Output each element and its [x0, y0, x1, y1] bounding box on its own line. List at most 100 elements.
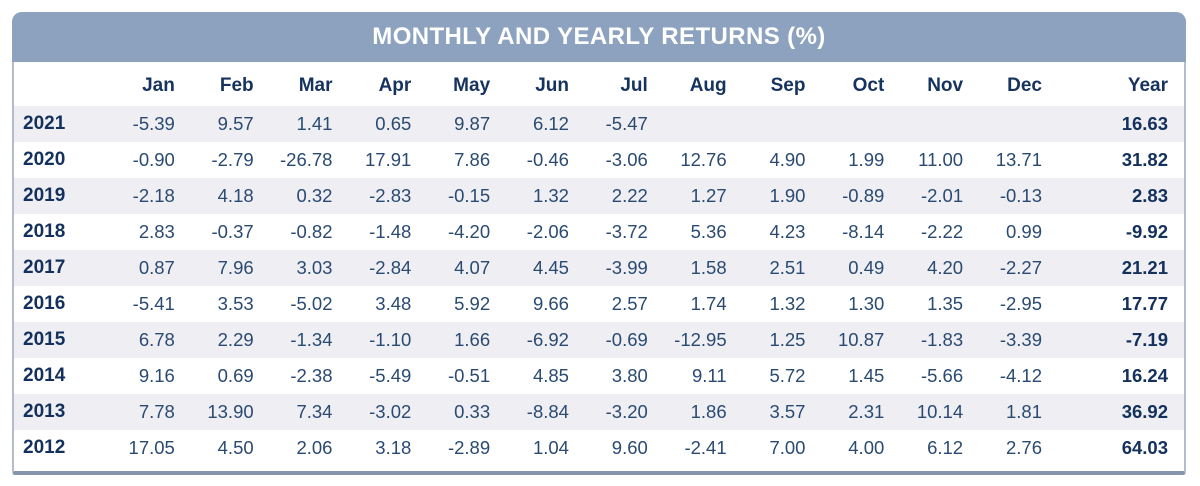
month-cell: 1.27 [690, 185, 727, 206]
month-cell: 5.36 [690, 221, 727, 242]
month-cell: 1.58 [690, 257, 727, 278]
year-total-cell: 2.83 [1131, 185, 1168, 206]
table-body: 2021 -5.39 9.57 1.41 0.65 9.87 6.12 -5.47 16.63 2… [14, 106, 1184, 466]
month-cell: 9.57 [217, 113, 254, 134]
column-header-jun: Jun [504, 62, 583, 106]
month-cell: 4.50 [217, 437, 254, 458]
month-cell: 0.99 [1005, 221, 1042, 242]
year-total-cell: 16.63 [1121, 113, 1168, 134]
month-cell: 3.18 [375, 437, 412, 458]
month-cell: 2.29 [217, 329, 254, 350]
month-cell: 0.49 [848, 257, 885, 278]
month-cell: -1.48 [369, 221, 412, 242]
month-cell: -0.89 [842, 185, 885, 206]
column-header-mar: Mar [267, 62, 347, 106]
month-cell: 1.32 [532, 185, 569, 206]
column-header-apr: Apr [346, 62, 426, 106]
month-cell: 4.23 [769, 221, 806, 242]
month-cell: 1.45 [848, 365, 885, 386]
month-cell: 5.92 [454, 293, 491, 314]
month-cell: -12.95 [674, 329, 727, 350]
month-cell: -5.02 [290, 293, 333, 314]
month-cell: -5.66 [920, 365, 964, 386]
month-cell: -3.99 [605, 257, 648, 278]
month-cell: 7.78 [138, 401, 175, 422]
month-cell: -5.49 [369, 365, 412, 386]
month-cell: -3.72 [605, 221, 648, 242]
month-cell: 13.90 [207, 401, 254, 422]
month-cell: 0.33 [454, 401, 491, 422]
table-row-2016: 2016 -5.41 3.53 -5.02 3.48 5.92 9.66 2.57 1.74 1.… [14, 286, 1184, 322]
month-cell: -2.18 [132, 185, 175, 206]
month-cell: 17.05 [128, 437, 175, 458]
month-cell: 1.74 [690, 293, 727, 314]
month-cell [741, 106, 820, 142]
month-cell: 3.48 [375, 293, 412, 314]
month-cell: 2.06 [296, 437, 333, 458]
column-header-feb: Feb [188, 62, 268, 106]
month-cell [977, 106, 1056, 142]
month-cell: 10.87 [837, 329, 885, 350]
year-total-cell: 21.21 [1121, 257, 1168, 278]
month-cell: -0.90 [132, 149, 175, 170]
month-cell: -2.06 [526, 221, 569, 242]
month-cell: 2.57 [611, 293, 648, 314]
year-total-cell: -7.19 [1125, 329, 1168, 350]
month-cell: 6.12 [532, 113, 569, 134]
column-header-oct: Oct [819, 62, 899, 106]
month-cell: 4.07 [454, 257, 491, 278]
table-title-bar: MONTHLY AND YEARLY RETURNS (%) [12, 12, 1186, 62]
month-cell: 1.04 [532, 437, 569, 458]
row-year-label: 2020 [23, 149, 66, 170]
month-cell: 1.30 [848, 293, 885, 314]
table-title: MONTHLY AND YEARLY RETURNS (%) [372, 23, 826, 50]
month-cell: 1.32 [769, 293, 806, 314]
row-year-label: 2016 [23, 293, 66, 314]
corner-header [14, 62, 110, 106]
month-cell: 2.51 [769, 257, 806, 278]
month-cell: -2.95 [999, 293, 1042, 314]
table-row-2013: 2013 7.78 13.90 7.34 -3.02 0.33 -8.84 -3.20 1.86… [14, 394, 1184, 430]
month-cell: 1.86 [690, 401, 727, 422]
month-cell: -4.12 [999, 365, 1042, 386]
column-header-jan: Jan [110, 62, 189, 106]
month-cell: 7.86 [454, 149, 491, 170]
month-cell: 4.85 [532, 365, 569, 386]
month-cell: 11.00 [918, 149, 964, 170]
month-cell: 6.12 [927, 437, 964, 458]
month-cell: 1.41 [296, 113, 333, 134]
column-header-dec: Dec [977, 62, 1056, 106]
column-header-year: Year [1056, 62, 1184, 106]
month-cell [898, 106, 977, 142]
month-cell: -8.84 [526, 401, 569, 422]
column-header-aug: Aug [661, 62, 741, 106]
returns-table-panel: MONTHLY AND YEARLY RETURNS (%) Jan Feb Mar… [12, 12, 1186, 475]
column-header-sep: Sep [740, 62, 820, 106]
month-cell: 4.18 [217, 185, 254, 206]
month-cell: -0.69 [605, 329, 648, 350]
month-cell: -4.20 [447, 221, 491, 242]
month-cell: -2.38 [290, 365, 333, 386]
month-cell: -2.79 [211, 149, 254, 170]
month-cell: 1.99 [848, 149, 885, 170]
month-cell: 0.87 [138, 257, 175, 278]
month-cell [662, 106, 741, 142]
month-cell: -1.34 [290, 329, 333, 350]
column-header-jul: Jul [582, 62, 662, 106]
year-total-cell: 17.77 [1121, 293, 1168, 314]
month-cell: 2.22 [611, 185, 648, 206]
month-cell: 2.31 [848, 401, 885, 422]
month-cell: 3.03 [296, 257, 333, 278]
month-cell: -0.82 [290, 221, 333, 242]
month-cell: 9.66 [532, 293, 569, 314]
month-cell: -2.89 [447, 437, 491, 458]
year-total-cell: -9.92 [1125, 221, 1168, 242]
row-year-label: 2017 [23, 257, 66, 278]
month-cell: -2.22 [920, 221, 964, 242]
year-total-cell: 64.03 [1121, 437, 1168, 458]
month-cell: 9.16 [138, 365, 175, 386]
row-year-label: 2015 [23, 329, 66, 350]
row-year-label: 2014 [23, 365, 66, 386]
month-cell: -1.83 [920, 329, 964, 350]
month-cell: 4.90 [769, 149, 806, 170]
